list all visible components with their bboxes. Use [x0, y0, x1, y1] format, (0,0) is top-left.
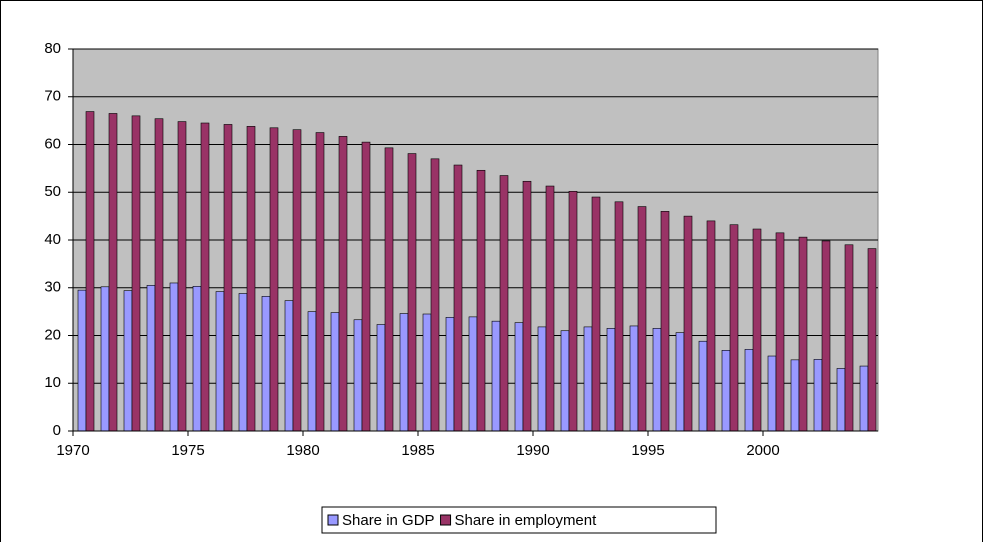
bar: [637, 206, 647, 432]
bar: [514, 322, 524, 432]
legend-swatch: [327, 514, 339, 526]
bar: [100, 286, 110, 432]
bar: [108, 113, 118, 432]
y-tick-label: 70: [44, 88, 61, 105]
bar: [453, 164, 463, 432]
x-tick-label: 1985: [401, 442, 434, 459]
bar: [468, 316, 478, 432]
y-tick-label: 0: [53, 422, 61, 439]
bar: [353, 319, 363, 432]
y-tick-label: 30: [44, 279, 61, 296]
bar: [384, 147, 394, 432]
bar: [200, 122, 210, 432]
bar: [522, 180, 532, 432]
bar: [537, 326, 547, 432]
legend-swatch: [440, 514, 452, 526]
bar: [376, 324, 386, 432]
legend-label: Share in GDP: [342, 512, 435, 529]
y-tick-label: 80: [44, 40, 61, 57]
bar: [169, 282, 179, 432]
bar: [844, 244, 854, 432]
bar: [591, 196, 601, 432]
bar: [361, 141, 371, 432]
bar: [445, 317, 455, 432]
bar: [177, 121, 187, 432]
bar: [583, 326, 593, 432]
bar: [85, 111, 95, 432]
bar: [131, 115, 141, 432]
bar: [192, 286, 202, 432]
bar: [568, 190, 578, 432]
bar: [246, 126, 256, 432]
bar: [744, 349, 754, 432]
bar: [238, 293, 248, 432]
bar: [330, 312, 340, 432]
x-tick-label: 1990: [516, 442, 549, 459]
y-tick-label: 60: [44, 135, 61, 152]
bar: [767, 355, 777, 432]
bar: [215, 291, 225, 432]
y-tick-label: 20: [44, 326, 61, 343]
bar: [560, 330, 570, 432]
bar: [422, 313, 432, 432]
bar: [798, 236, 808, 432]
bar: [698, 340, 708, 432]
bar: [77, 289, 87, 432]
bar: [721, 350, 731, 432]
bar: [476, 169, 486, 432]
bar: [407, 153, 417, 432]
bar: [430, 158, 440, 432]
x-tick-label: 1975: [171, 442, 204, 459]
bar: [338, 136, 348, 432]
bar: [499, 175, 509, 432]
bar: [491, 320, 501, 432]
bar: [223, 124, 233, 432]
bar: [675, 332, 685, 432]
bar: [821, 240, 831, 432]
legend-box: [321, 506, 717, 534]
bar: [399, 313, 409, 432]
bar: [813, 359, 823, 432]
bar: [614, 201, 624, 432]
bar: [836, 368, 846, 432]
bar: [729, 224, 739, 432]
bar: [867, 248, 877, 432]
bar: [606, 328, 616, 432]
bar: [154, 118, 164, 432]
bar: [652, 328, 662, 432]
y-tick-label: 10: [44, 374, 61, 391]
x-tick-label: 1970: [56, 442, 89, 459]
bar: [261, 296, 271, 432]
bar: [545, 185, 555, 432]
bar: [790, 359, 800, 432]
x-tick-label: 1980: [286, 442, 319, 459]
legend-label: Share in employment: [455, 512, 598, 529]
bar: [292, 129, 302, 432]
y-tick-label: 40: [44, 231, 61, 248]
x-tick-label: 2000: [746, 442, 779, 459]
bar: [315, 132, 325, 432]
bar: [629, 325, 639, 432]
bar: [307, 311, 317, 432]
bar: [775, 232, 785, 432]
bar: [752, 228, 762, 432]
bar: [269, 127, 279, 432]
bar: [123, 290, 133, 432]
x-tick-label: 1995: [631, 442, 664, 459]
bar: [660, 211, 670, 432]
bar: [284, 300, 294, 432]
y-tick-label: 50: [44, 183, 61, 200]
bar: [683, 215, 693, 432]
bar: [146, 285, 156, 432]
bar: [859, 365, 869, 432]
bar: [706, 220, 716, 432]
